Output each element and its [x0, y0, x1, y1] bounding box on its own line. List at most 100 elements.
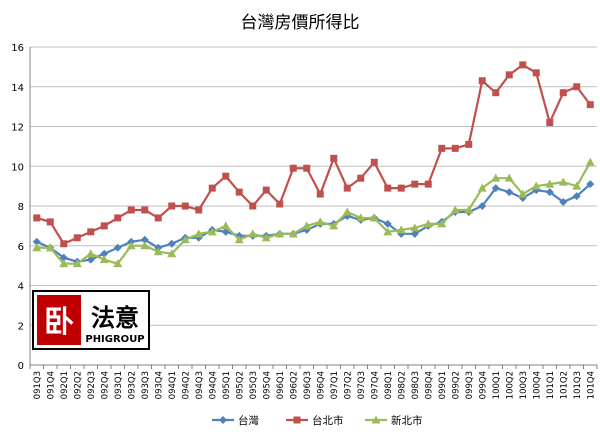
data-point: [505, 188, 514, 197]
legend-marker: [371, 415, 381, 424]
x-tick-label: 094Q4: [208, 371, 218, 399]
data-point: [492, 89, 500, 97]
data-point: [315, 217, 325, 226]
x-tick-label: 094Q2: [181, 371, 191, 399]
x-tick-label: 097Q3: [357, 371, 367, 399]
data-point: [234, 235, 244, 244]
data-point: [140, 241, 150, 250]
data-point: [559, 198, 568, 207]
data-point: [126, 241, 136, 250]
data-point: [478, 202, 487, 210]
data-point: [194, 229, 204, 238]
x-tick-label: 092Q3: [87, 371, 97, 399]
data-point: [261, 233, 271, 242]
logo-red-block: [37, 295, 81, 345]
data-point: [585, 157, 595, 166]
y-tick-label: 2: [18, 321, 24, 332]
x-tick-label: 095Q3: [249, 371, 259, 399]
x-tick-label: 098Q1: [384, 371, 394, 399]
chart-title: 台灣房價所得比: [241, 13, 360, 33]
data-point: [531, 181, 541, 190]
x-tick-label: 099Q1: [438, 371, 448, 399]
data-point: [140, 235, 149, 244]
x-tick-label: 101Q2: [559, 371, 569, 399]
data-point: [60, 240, 68, 248]
data-point: [383, 227, 393, 236]
data-point: [357, 174, 365, 182]
data-point: [72, 259, 82, 268]
data-point: [410, 223, 420, 232]
data-point: [410, 229, 419, 238]
data-point: [559, 89, 567, 97]
x-tick-label: 101Q4: [586, 371, 596, 399]
x-tick-label: 097Q1: [330, 371, 340, 399]
legend-label: 台灣: [238, 414, 259, 427]
data-point: [356, 213, 366, 222]
data-point: [384, 184, 392, 192]
data-point: [180, 235, 190, 244]
data-point: [397, 184, 405, 192]
data-point: [262, 186, 270, 194]
data-point: [437, 219, 447, 228]
legend: 台灣 台北市 新北市: [212, 414, 423, 427]
data-point: [451, 144, 459, 152]
legend-label: 新北市: [391, 414, 423, 427]
data-point: [369, 213, 379, 222]
data-point: [343, 184, 351, 192]
x-tick-label: 096Q2: [289, 371, 299, 399]
data-point: [59, 259, 69, 268]
x-tick-label: 100Q3: [519, 371, 529, 399]
data-point: [303, 164, 311, 172]
data-point: [86, 249, 96, 258]
data-point: [302, 221, 312, 230]
data-point: [86, 255, 95, 264]
legend-marker: [293, 416, 301, 424]
data-point: [383, 219, 392, 228]
data-point: [423, 219, 433, 228]
x-tick-label: 095Q4: [262, 371, 272, 399]
data-point: [505, 71, 513, 79]
x-tick-label: 096Q3: [303, 371, 313, 399]
series-2: [33, 61, 594, 248]
data-point: [518, 189, 528, 198]
data-point: [221, 221, 231, 230]
data-point: [288, 229, 298, 238]
data-point: [586, 101, 594, 109]
x-tick-label: 092Q1: [60, 371, 70, 399]
data-point: [33, 214, 41, 222]
x-tick-label: 099Q3: [465, 371, 475, 399]
data-point: [248, 229, 258, 238]
data-point: [87, 228, 95, 236]
series-3: [32, 157, 595, 268]
data-point: [573, 83, 581, 91]
data-point: [141, 206, 149, 214]
data-point: [45, 243, 55, 252]
y-tick-label: 16: [11, 43, 24, 54]
data-point: [572, 192, 581, 201]
x-tick-label: 095Q1: [222, 371, 232, 399]
x-tick-label: 092Q4: [100, 371, 110, 399]
data-point: [181, 202, 189, 210]
data-point: [532, 69, 540, 77]
x-tick-label: 096Q4: [316, 371, 326, 399]
x-tick-label: 100Q2: [505, 371, 515, 399]
data-point: [276, 200, 284, 208]
data-point: [289, 164, 297, 172]
data-point: [477, 183, 487, 192]
y-tick-label: 0: [18, 361, 24, 372]
data-point: [519, 61, 527, 69]
data-point: [46, 218, 54, 226]
x-tick-label: 094Q1: [168, 371, 178, 399]
y-tick-label: 8: [18, 202, 24, 213]
data-point: [342, 207, 352, 216]
legend-marker: [219, 416, 227, 424]
data-point: [396, 225, 406, 234]
x-tick-label: 101Q1: [546, 371, 556, 399]
x-tick-label: 099Q2: [451, 371, 461, 399]
legend-label: 台北市: [312, 414, 344, 427]
x-tick-label: 091Q3: [33, 371, 43, 399]
